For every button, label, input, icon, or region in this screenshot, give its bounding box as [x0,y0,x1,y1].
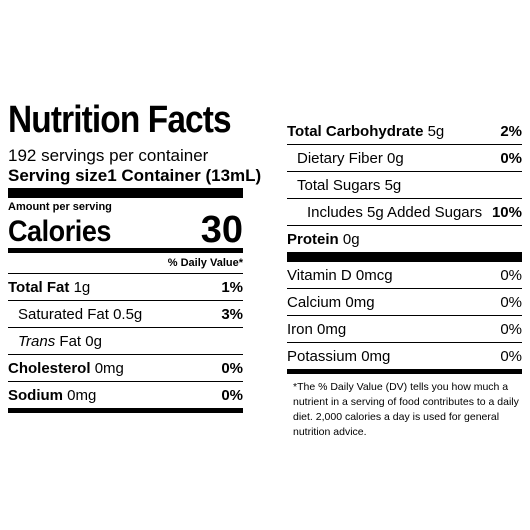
calories-value: 30 [200,209,243,251]
nutrient-name: Total Sugars [297,176,381,194]
nutrient-amount: 0g [342,230,360,248]
nutrient-amount: 1g [73,278,91,296]
thick-divider [8,188,243,198]
servings-per-container: 192 servings per container [8,146,209,165]
serving-size-label: Serving size [8,166,108,185]
nutrient-name: Protein [287,230,339,248]
nutrition-title: Nutrition Facts [8,99,232,141]
vitamin-dv: 0% [500,320,522,338]
vitamin-name: Calcium [287,293,342,311]
nutrient-name: Fat [59,332,82,350]
nutrient-amount: 0g [387,149,404,167]
nutrient-amount: 5g [384,176,402,194]
vitamin-row-vitamin-d: Vitamin D 0mcg 0% [287,252,522,288]
nutrient-amount: 0.5g [113,305,143,323]
nutrient-name: Sodium [8,386,63,404]
nutrient-row-protein: Protein 0g [287,225,522,252]
serving-size: Serving size 1 Container (13mL) [8,166,261,188]
nutrient-amount: 0mg [67,386,97,404]
vitamin-dv: 0% [500,266,522,284]
nutrient-dv: 0% [221,386,243,404]
vitamin-name: Vitamin D [287,266,352,284]
nutrient-row-sodium: Sodium 0mg 0% [8,381,243,408]
daily-value-header: % Daily Value* [167,257,243,269]
nutrient-row-cholesterol: Cholesterol 0mg 0% [8,354,243,381]
vitamin-amount: 0mg [317,320,347,338]
vitamin-dv: 0% [500,293,522,311]
nutrient-dv: 0% [500,149,522,167]
nutrient-dv: 1% [221,278,243,296]
nutrient-name: Dietary Fiber [297,149,383,167]
amount-per-serving: Amount per serving [8,201,112,213]
nutrient-prefix: Trans [18,332,56,350]
nutrient-name: Total Carbohydrate [287,122,424,140]
calories-label: Calories [8,215,111,248]
nutrient-row-total-sugars: Total Sugars 5g [287,171,522,198]
nutrition-right-column: Total Carbohydrate 5g 2% Dietary Fiber 0… [287,118,522,440]
nutrient-dv: 2% [500,122,522,140]
nutrient-name: Saturated Fat [18,305,109,323]
vitamin-amount: 0mg [361,347,391,365]
medium-divider [8,248,243,253]
vitamin-name: Iron [287,320,313,338]
calories-row: Calories 30 [8,209,243,251]
nutrition-left-column: Nutrition Facts 192 servings per contain… [8,98,261,413]
nutrient-amount: 0mg [94,359,124,377]
nutrient-row-added-sugars: Includes 5g Added Sugars 10% [287,198,522,225]
vitamin-dv: 0% [500,347,522,365]
nutrient-name: Total Fat [8,278,70,296]
daily-value-footnote: *The % Daily Value (DV) tells you how mu… [293,381,519,438]
nutrient-row-total-fat: Total Fat 1g 1% [8,273,243,300]
vitamin-amount: 0mg [345,293,375,311]
vitamin-amount: 0mcg [355,266,393,284]
nutrient-amount: 5g [427,122,445,140]
vitamin-row-potassium: Potassium 0mg 0% [287,342,522,369]
nutrient-amount: 0g [85,332,102,350]
nutrient-row-trans-fat: Trans Fat 0g [8,327,243,354]
serving-size-value: 1 Container (13mL) [107,166,262,185]
vitamin-name: Potassium [287,347,358,365]
nutrient-dv: 0% [221,359,243,377]
nutrient-name: Cholesterol [8,359,91,377]
vitamin-row-iron: Iron 0mg 0% [287,315,522,342]
nutrient-dv: 3% [221,305,243,323]
footnote-divider [287,369,522,374]
nutrient-dv: 10% [491,203,522,221]
nutrient-name: Includes 5g Added Sugars [307,203,483,221]
vitamin-row-calcium: Calcium 0mg 0% [287,288,522,315]
nutrient-row-saturated-fat: Saturated Fat 0.5g 3% [8,300,243,327]
bottom-divider [8,408,243,413]
nutrient-row-dietary-fiber: Dietary Fiber 0g 0% [287,144,522,171]
nutrient-row-total-carbohydrate: Total Carbohydrate 5g 2% [287,118,522,144]
